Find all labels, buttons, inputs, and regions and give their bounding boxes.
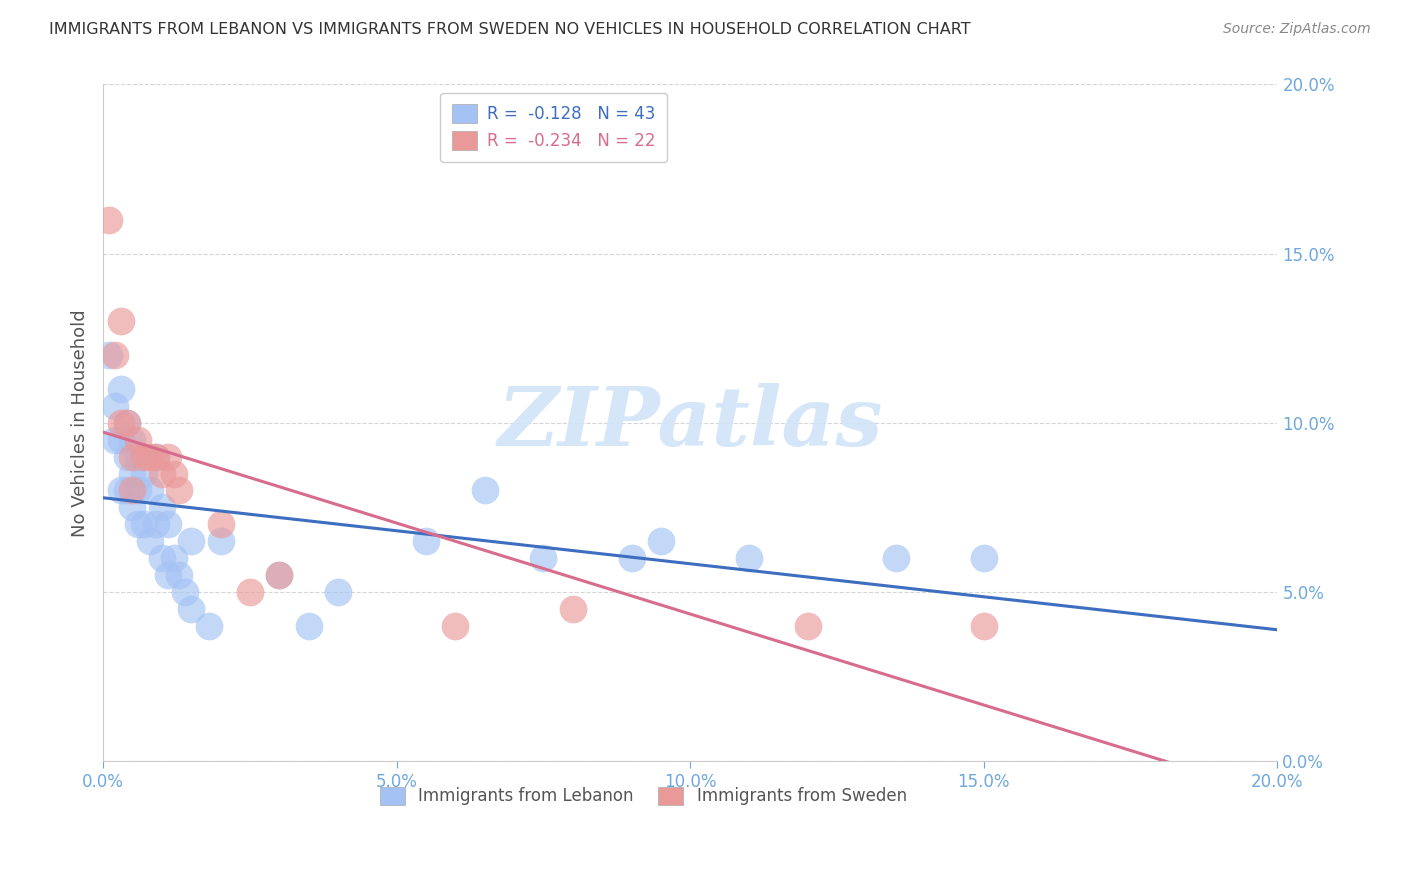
Y-axis label: No Vehicles in Household: No Vehicles in Household (72, 309, 89, 537)
Point (156, 568, 179, 582)
Point (180, 602, 202, 616)
Point (209, 517, 232, 532)
Point (121, 483, 143, 498)
Point (127, 483, 149, 498)
Point (110, 314, 132, 328)
Point (121, 433, 143, 447)
Point (239, 585, 262, 599)
Point (738, 551, 761, 566)
Text: ZIPatlas: ZIPatlas (498, 383, 883, 463)
Point (98, 348, 121, 362)
Point (444, 619, 467, 633)
Legend: Immigrants from Lebanon, Immigrants from Sweden: Immigrants from Lebanon, Immigrants from… (371, 779, 915, 814)
Point (104, 433, 127, 447)
Point (209, 534, 232, 549)
Point (127, 450, 149, 464)
Point (104, 399, 127, 413)
Point (561, 602, 583, 616)
Point (156, 517, 179, 532)
Point (127, 517, 149, 532)
Point (127, 433, 149, 447)
Point (269, 568, 291, 582)
Point (620, 551, 643, 566)
Point (973, 619, 995, 633)
Point (180, 534, 202, 549)
Point (115, 416, 138, 430)
Point (169, 568, 191, 582)
Point (139, 483, 162, 498)
Point (150, 551, 173, 566)
Point (139, 534, 162, 549)
Point (115, 450, 138, 464)
Point (198, 619, 221, 633)
Point (326, 585, 349, 599)
Point (650, 534, 672, 549)
Point (115, 416, 138, 430)
Point (162, 467, 184, 481)
Point (415, 534, 437, 549)
Point (98, 212, 121, 227)
Point (110, 483, 132, 498)
Point (884, 551, 907, 566)
Point (474, 483, 496, 498)
Point (145, 450, 167, 464)
Point (110, 433, 132, 447)
Point (104, 348, 127, 362)
Point (169, 483, 191, 498)
Text: Source: ZipAtlas.com: Source: ZipAtlas.com (1223, 22, 1371, 37)
Point (162, 551, 184, 566)
Point (796, 619, 818, 633)
Point (156, 450, 179, 464)
Point (121, 450, 143, 464)
Point (150, 500, 173, 515)
Point (115, 483, 138, 498)
Point (139, 450, 162, 464)
Point (298, 619, 321, 633)
Point (134, 517, 156, 532)
Text: IMMIGRANTS FROM LEBANON VS IMMIGRANTS FROM SWEDEN NO VEHICLES IN HOUSEHOLD CORRE: IMMIGRANTS FROM LEBANON VS IMMIGRANTS FR… (49, 22, 970, 37)
Point (533, 551, 555, 566)
Point (973, 551, 995, 566)
Point (121, 500, 143, 515)
Point (145, 450, 167, 464)
Point (110, 416, 132, 430)
Point (150, 467, 173, 481)
Point (174, 585, 197, 599)
Point (145, 517, 167, 532)
Point (134, 450, 156, 464)
Point (134, 467, 156, 481)
Point (269, 568, 291, 582)
Point (121, 467, 143, 481)
Point (110, 382, 132, 396)
